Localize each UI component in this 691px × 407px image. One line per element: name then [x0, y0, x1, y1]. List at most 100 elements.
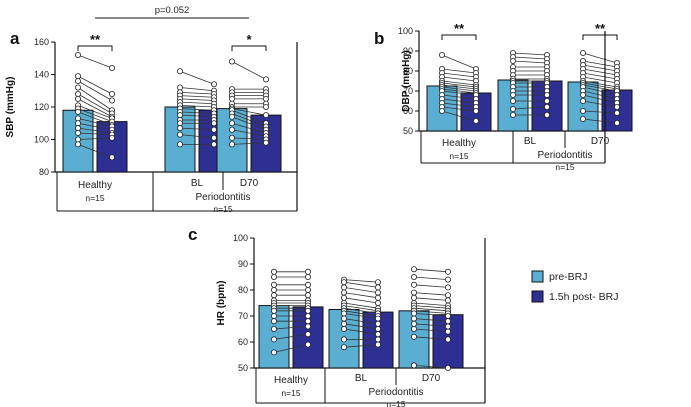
panel-c-point-pre: [340, 294, 347, 301]
panel-b-group-n-periodontitis: n=15: [555, 162, 574, 172]
panel-a-point-pre: [75, 129, 82, 136]
panel-c-point-pre: [410, 325, 417, 332]
panel-b-point-post: [544, 92, 551, 99]
panel-c-point-post: [374, 341, 381, 348]
panel-c-point-pre: [340, 279, 347, 286]
panel-c-point-post: [444, 276, 451, 283]
panel-c-point-pre: [270, 286, 277, 293]
panel-c-point-pre: [410, 315, 417, 322]
panel-c-letter: c: [188, 225, 197, 244]
panel-a-subgroup-label-d70: D70: [240, 178, 259, 189]
panel-b-point-post: [544, 98, 551, 105]
panel-b-point-pre: [438, 108, 445, 115]
panel-b-pair-line: [441, 72, 477, 78]
panel-c-pair-line: [273, 326, 309, 330]
panel-b-point-pre: [580, 98, 587, 105]
panel-c-point-post: [444, 268, 451, 275]
panel-b-pair-line: [582, 64, 618, 72]
panel-c-pair-line: [343, 313, 379, 319]
panel-b-pair-line: [582, 76, 618, 84]
panel-c-point-post: [374, 325, 381, 332]
panel-b-letter: b: [374, 29, 384, 48]
panel-b-subgroup-label-bl: BL: [524, 136, 537, 147]
panel-c-subgroup-label-bl: BL: [355, 373, 368, 384]
panel-a-point-pre: [75, 136, 82, 143]
panel-b-pair-line: [441, 54, 477, 70]
panel-b-point-post: [472, 108, 479, 115]
panel-a-group-label-periodontitis: Periodontitis: [195, 192, 250, 203]
panel-b-point-pre: [509, 98, 516, 105]
panel-b-significance-bracket: [582, 34, 618, 40]
legend-swatch-post: [531, 290, 544, 303]
panel-c-point-pre: [270, 349, 277, 356]
panel-a-point-pre: [228, 120, 235, 127]
panel-b-y-tick-label: 50: [403, 126, 413, 136]
panel-b-pair-line: [441, 98, 477, 104]
panel-c-group-n-healthy: n=15: [281, 388, 300, 398]
panel-c-point-pre: [410, 281, 417, 288]
panel-b-pair-line: [441, 82, 477, 88]
panel-c-point-pre: [270, 292, 277, 299]
panel-b-subgroup-label-d70: D70: [591, 136, 610, 147]
panel-a-pair-line: [231, 113, 267, 127]
panel-a-point-pre: [176, 141, 183, 148]
panel-a-letter: a: [10, 29, 20, 48]
panel-c-point-pre: [340, 336, 347, 343]
panel-a-point-pre: [75, 52, 82, 59]
panel-b-point-pre: [580, 108, 587, 115]
panel-c-pair-line: [273, 344, 309, 353]
panel-b-group-label-healthy: Healthy: [442, 138, 476, 149]
panel-a-pair-line: [77, 75, 113, 95]
panel-b-point-pre: [438, 52, 445, 59]
legend-swatch-pre: [531, 270, 544, 283]
panel-b-pair-line: [441, 94, 477, 100]
panel-c-pair-line: [343, 307, 379, 314]
panel-a-point-pre: [75, 125, 82, 132]
panel-c-pair-line: [413, 302, 449, 306]
panel-a-pair-line: [231, 129, 267, 137]
panel-b-pair-line: [582, 100, 618, 108]
panel-c-pair-line: [413, 305, 449, 309]
panel-c-pair-line: [343, 328, 379, 335]
panel-c-point-post: [304, 312, 311, 319]
panel-b-y-tick-label: 100: [398, 26, 413, 36]
panel-c-point-pre: [270, 281, 277, 288]
panel-c-point-pre: [340, 315, 347, 322]
panel-c-point-post: [304, 281, 311, 288]
panel-a-y-tick-label: 120: [34, 102, 49, 112]
panel-b-pair-line: [441, 80, 477, 86]
panel-c-point-post: [444, 328, 451, 335]
panel-b-pair-line: [512, 106, 548, 110]
panel-a-significance-label: *: [246, 32, 252, 47]
panel-c-point-post: [304, 286, 311, 293]
panel-a-group-label-healthy: Healthy: [78, 180, 112, 191]
panel-c-point-pre: [410, 333, 417, 340]
panel-a-pair-line: [231, 61, 267, 80]
panel-c-point-post: [374, 284, 381, 291]
panel-a-pair-line: [231, 122, 267, 134]
panel-a-pair-line: [231, 109, 267, 124]
panel-c-point-post: [444, 336, 451, 343]
panel-b-point-post: [544, 112, 551, 119]
panel-c-point-pre: [340, 325, 347, 332]
panel-a-point-pre: [75, 120, 82, 127]
panel-a-pair-line: [77, 117, 113, 127]
panel-a-y-tick-label: 140: [34, 70, 49, 80]
panel-a-point-post: [109, 154, 116, 161]
panel-b-pair-line: [441, 68, 477, 74]
panel-b-pair-line: [582, 60, 618, 68]
panel-c-y-tick-label: 100: [233, 233, 248, 243]
panel-c-point-post: [304, 318, 311, 325]
panel-b-pair-line: [582, 68, 618, 76]
panel-c-pair-line: [413, 313, 449, 317]
panel-c-point-pre: [270, 268, 277, 275]
panel-b-pair-line: [582, 82, 618, 90]
panel-a-point-post: [109, 97, 116, 104]
panel-c-pair-line: [343, 292, 379, 299]
panel-a-pair-line: [77, 105, 113, 119]
panel-a-pair-line: [77, 122, 113, 131]
panel-c-point-pre: [270, 307, 277, 314]
panel-a-pair-line: [77, 93, 113, 114]
